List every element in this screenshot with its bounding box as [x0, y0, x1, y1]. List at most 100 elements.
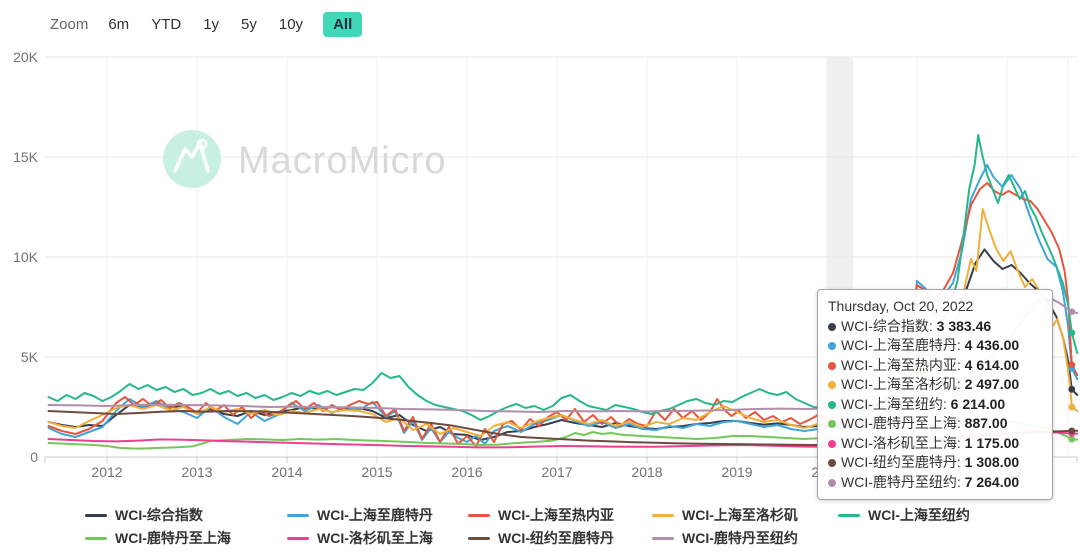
legend-label: WCI-洛杉矶至上海 — [317, 530, 433, 546]
tooltip-series-dot-icon — [828, 322, 836, 331]
x-axis-label: 2018 — [631, 464, 662, 480]
legend-item-la-shanghai[interactable]: WCI-洛杉矶至上海 — [287, 529, 468, 547]
y-axis-label: 15K — [13, 149, 39, 165]
tooltip-series-name: WCI-鹿特丹至上海: — [841, 415, 965, 431]
series-marker-dot-shanghai-la — [1068, 403, 1076, 411]
tooltip-series-value: 1 175.00 — [964, 434, 1020, 451]
tooltip-series-name: WCI-纽约至鹿特丹: — [841, 454, 965, 470]
legend-spacer — [838, 529, 970, 547]
legend-marker-icon — [468, 513, 490, 517]
legend-item-rotterdam-shanghai[interactable]: WCI-鹿特丹至上海 — [85, 529, 287, 547]
legend-item-shanghai-rotterdam[interactable]: WCI-上海至鹿特丹 — [287, 506, 468, 524]
tooltip-series-name: WCI-上海至鹿特丹: — [841, 337, 965, 353]
tooltip-series-dot-icon — [828, 381, 836, 389]
x-axis-label: 2016 — [451, 464, 482, 480]
tooltip-series-row-rotterdam-shanghai: WCI-鹿特丹至上海: 887.00 — [828, 414, 1042, 434]
series-marker-dot-rotterdam-ny — [1068, 308, 1076, 316]
legend-label: WCI-纽约至鹿特丹 — [498, 530, 614, 546]
zoom-range-button-6m[interactable]: 6m — [106, 12, 131, 37]
chart-legend: WCI-综合指数 WCI-上海至鹿特丹 WCI-上海至热内亚 WCI-上海至洛杉矶 WC… — [85, 506, 970, 547]
series-marker-dot-wci-composite — [1068, 385, 1076, 393]
legend-label: WCI-上海至洛杉矶 — [682, 507, 798, 523]
y-axis-label: 20K — [13, 49, 39, 65]
tooltip-series-value: 1 308.00 — [964, 454, 1020, 470]
series-marker-dot-shanghai-ny — [1068, 329, 1076, 337]
legend-label: WCI-鹿特丹至上海 — [115, 530, 231, 546]
tooltip-series-value: 6 214.00 — [950, 395, 1006, 412]
series-marker-dot-rotterdam-shanghai — [1068, 435, 1076, 443]
tooltip-series-dot-icon — [828, 361, 836, 370]
watermark-text: MacroMicro — [238, 140, 446, 182]
tooltip-series-dot-icon — [828, 400, 836, 409]
tooltip-series-row-wci-composite: WCI-综合指数: 3 383.46 — [828, 317, 1042, 337]
tooltip-series-name: WCI-洛杉矶至上海: — [841, 434, 965, 451]
zoom-range-button-5y[interactable]: 5y — [239, 12, 259, 37]
zoom-toolbar: Zoom 6m YTD 1y 5y 10y All — [50, 12, 363, 37]
tooltip-series-row-shanghai-la: WCI-上海至洛杉矶: 2 497.00 — [828, 375, 1042, 395]
x-axis-label: 2015 — [361, 464, 392, 480]
x-axis-label: 2012 — [91, 464, 122, 480]
legend-label: WCI-上海至纽约 — [868, 507, 970, 523]
legend-item-ny-rotterdam[interactable]: WCI-纽约至鹿特丹 — [468, 529, 652, 547]
tooltip-series-value: 3 383.46 — [936, 317, 992, 334]
zoom-toolbar-label: Zoom — [50, 16, 89, 33]
legend-item-shanghai-genoa[interactable]: WCI-上海至热内亚 — [468, 506, 652, 524]
tooltip-series-dot-icon — [828, 459, 836, 467]
tooltip-series-row-shanghai-ny: WCI-上海至纽约: 6 214.00 — [828, 395, 1042, 415]
y-axis-label: 10K — [13, 249, 39, 265]
series-marker-dot-ny-rotterdam — [1068, 427, 1076, 435]
legend-item-shanghai-la[interactable]: WCI-上海至洛杉矶 — [652, 506, 838, 524]
tooltip-series-value: 4 436.00 — [964, 337, 1020, 353]
tooltip-series-value: 887.00 — [964, 415, 1008, 431]
legend-marker-icon — [85, 513, 107, 517]
legend-marker-icon — [85, 536, 107, 540]
tooltip-series-name: WCI-上海至热内亚: — [841, 356, 965, 373]
tooltip-series-value: 2 497.00 — [964, 376, 1020, 392]
macromicro-logo-icon — [163, 130, 221, 188]
legend-item-wci-composite[interactable]: WCI-综合指数 — [85, 506, 287, 524]
tooltip-series-row-shanghai-rotterdam: WCI-上海至鹿特丹: 4 436.00 — [828, 336, 1042, 356]
x-axis-label: 2019 — [721, 464, 752, 480]
legend-item-rotterdam-ny[interactable]: WCI-鹿特丹至纽约 — [652, 529, 838, 547]
series-marker-dot-shanghai-genoa — [1068, 361, 1076, 369]
x-axis-label: 2014 — [271, 464, 302, 480]
tooltip-series-row-ny-rotterdam: WCI-纽约至鹿特丹: 1 308.00 — [828, 453, 1042, 473]
legend-marker-icon — [652, 513, 674, 517]
y-axis-label: 0 — [30, 449, 38, 465]
tooltip-series-row-rotterdam-ny: WCI-鹿特丹至纽约: 7 264.00 — [828, 473, 1042, 493]
legend-label: WCI-上海至热内亚 — [498, 507, 614, 523]
tooltip-series-dot-icon — [828, 439, 836, 448]
legend-marker-icon — [468, 536, 490, 540]
tooltip-series-name: WCI-上海至纽约: — [841, 395, 951, 412]
y-axis-label: 5K — [21, 349, 39, 365]
zoom-range-button-1y[interactable]: 1y — [201, 12, 221, 37]
legend-marker-icon — [838, 513, 860, 517]
zoom-range-button-10y[interactable]: 10y — [277, 12, 305, 37]
zoom-range-button-all[interactable]: All — [323, 12, 363, 37]
tooltip-series-name: WCI-上海至洛杉矶: — [841, 376, 965, 392]
legend-label: WCI-鹿特丹至纽约 — [682, 530, 798, 546]
legend-marker-icon — [287, 513, 309, 517]
legend-item-shanghai-ny[interactable]: WCI-上海至纽约 — [838, 506, 970, 524]
tooltip-series-value: 7 264.00 — [964, 473, 1020, 490]
tooltip-series-dot-icon — [828, 420, 836, 428]
tooltip-series-dot-icon — [828, 478, 836, 487]
chart-tooltip: Thursday, Oct 20, 2022 WCI-综合指数: 3 383.4… — [817, 289, 1053, 500]
tooltip-series-name: WCI-鹿特丹至纽约: — [841, 473, 965, 490]
macromicro-logo-flag-icon — [196, 138, 208, 150]
legend-label: WCI-综合指数 — [115, 507, 203, 523]
tooltip-series-value: 4 614.00 — [964, 356, 1020, 373]
tooltip-series-dot-icon — [828, 342, 836, 350]
tooltip-series-row-shanghai-genoa: WCI-上海至热内亚: 4 614.00 — [828, 356, 1042, 376]
tooltip-series-row-la-shanghai: WCI-洛杉矶至上海: 1 175.00 — [828, 434, 1042, 454]
legend-label: WCI-上海至鹿特丹 — [317, 507, 433, 523]
x-axis-label: 2017 — [541, 464, 572, 480]
series-line-shanghai-ny — [47, 134, 1079, 421]
x-axis-label: 2013 — [181, 464, 212, 480]
tooltip-date: Thursday, Oct 20, 2022 — [828, 298, 974, 314]
legend-marker-icon — [652, 536, 674, 540]
macromicro-logo-mountain-icon — [173, 141, 210, 173]
tooltip-series-name: WCI-综合指数: — [841, 317, 937, 334]
zoom-range-button-ytd[interactable]: YTD — [149, 12, 183, 37]
